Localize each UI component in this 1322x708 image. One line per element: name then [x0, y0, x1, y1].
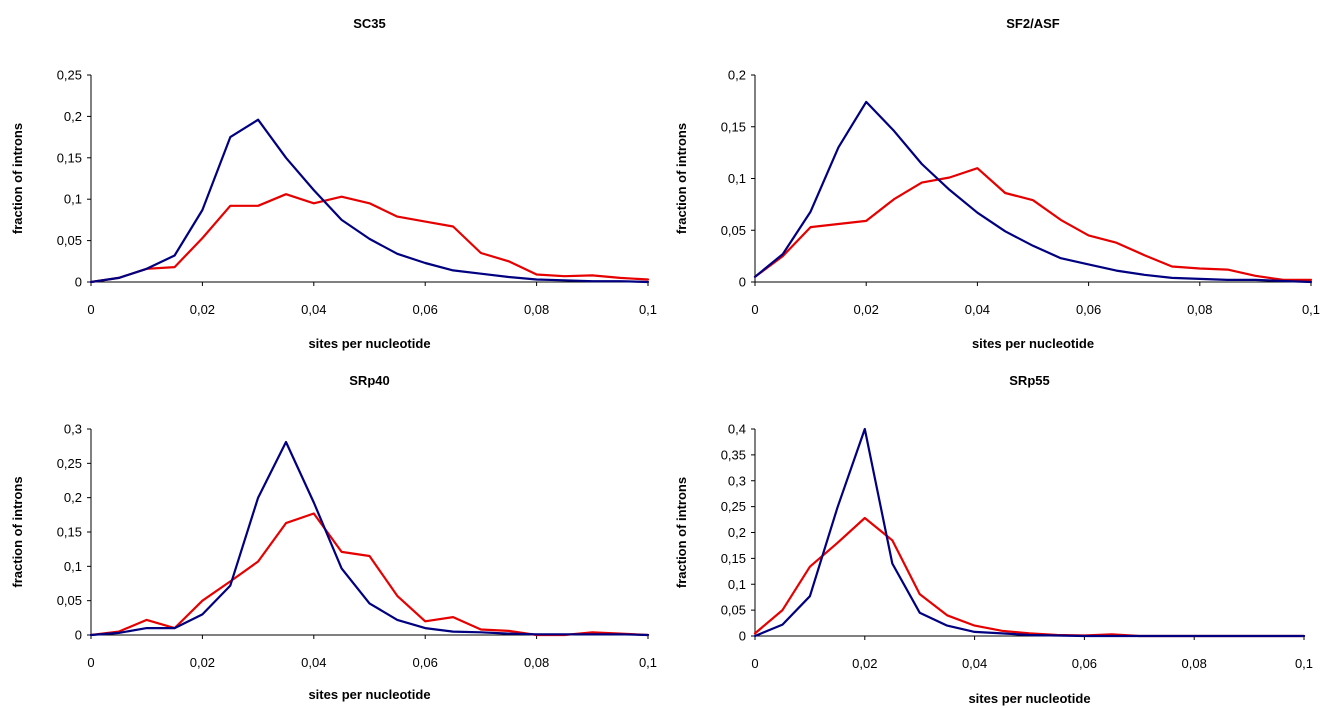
x-tick-label: 0,1: [639, 655, 657, 670]
y-tick-label: 0,05: [721, 223, 746, 238]
x-tick-label: 0,04: [301, 302, 326, 317]
series-line-blue: [753, 100, 1313, 284]
y-tick-label: 0: [739, 629, 746, 644]
series-line-blue: [89, 440, 650, 637]
y-tick-label: 0,35: [721, 447, 746, 462]
series-line-red: [753, 167, 1313, 281]
chart-3: SRp40 0 0,05 0,1 0,15 0,2 0,25 0,3 0 0,02 0,04 0,06…: [10, 373, 657, 702]
y-tick-label: 0,25: [721, 499, 746, 514]
y-tick-label: 0,15: [57, 525, 82, 540]
y-tick-label: 0: [75, 275, 82, 290]
chart-2: SF2/ASF 0 0,05 0,1 0,15 0,2 0 0,02 0,04 0,06 0,08 0…: [674, 16, 1320, 351]
y-tick-label: 0,05: [721, 603, 746, 618]
x-tick-label: 0,1: [639, 302, 657, 317]
x-axis-label: sites per nucleotide: [972, 336, 1094, 351]
y-tick-label: 0,3: [64, 422, 82, 437]
y-tick-label: 0,3: [728, 473, 746, 488]
series-line-blue: [89, 118, 650, 284]
x-tick-label: 0,02: [854, 302, 879, 317]
chart-title: SRp55: [1009, 373, 1049, 388]
chart-1: SC35 0 0,05 0,1 0,15 0,2 0,25 0 0,02 0,04 0,06 0,08…: [10, 16, 657, 351]
y-axis-label: fraction of introns: [10, 123, 25, 234]
y-axis-label: fraction of introns: [10, 476, 25, 587]
chart-title: SC35: [353, 16, 386, 31]
y-tick-label: 0,05: [57, 233, 82, 248]
series-line-red: [89, 512, 650, 637]
x-tick-label: 0,02: [190, 655, 215, 670]
y-tick-label: 0,1: [728, 577, 746, 592]
x-tick-label: 0,02: [852, 656, 877, 671]
x-tick-label: 0: [751, 302, 758, 317]
y-tick-label: 0,4: [728, 422, 746, 437]
x-tick-label: 0,06: [1076, 302, 1101, 317]
y-tick-label: 0,15: [57, 150, 82, 165]
x-axis-label: sites per nucleotide: [308, 687, 430, 702]
y-tick-label: 0,2: [728, 525, 746, 540]
y-tick-label: 0,15: [721, 551, 746, 566]
x-tick-label: 0: [87, 302, 94, 317]
x-tick-label: 0,1: [1295, 656, 1313, 671]
x-tick-label: 0,08: [1187, 302, 1212, 317]
x-tick-label: 0,02: [190, 302, 215, 317]
x-tick-label: 0,08: [524, 655, 549, 670]
chart-title: SRp40: [349, 373, 389, 388]
y-tick-label: 0,1: [64, 192, 82, 207]
y-tick-label: 0,1: [728, 171, 746, 186]
x-tick-label: 0,04: [301, 655, 326, 670]
chart-title: SF2/ASF: [1006, 16, 1060, 31]
x-tick-label: 0,06: [413, 655, 438, 670]
series-line-red: [753, 516, 1306, 638]
y-tick-label: 0: [739, 275, 746, 290]
y-tick-label: 0: [75, 628, 82, 643]
y-tick-label: 0,2: [64, 109, 82, 124]
x-tick-label: 0: [751, 656, 758, 671]
y-tick-label: 0,2: [64, 490, 82, 505]
chart-4: SRp55 0 0,05 0,1 0,15 0,2 0,25 0,3 0,35 0,4 0 0,02 0…: [674, 373, 1313, 706]
series-line-blue: [753, 427, 1306, 638]
x-tick-label: 0,04: [965, 302, 990, 317]
x-tick-label: 0,08: [524, 302, 549, 317]
series-line-red: [89, 193, 650, 284]
y-tick-label: 0,2: [728, 68, 746, 83]
y-axis-label: fraction of introns: [674, 477, 689, 588]
y-tick-label: 0,25: [57, 68, 82, 83]
x-tick-label: 0,06: [1072, 656, 1097, 671]
y-tick-label: 0,05: [57, 593, 82, 608]
x-tick-label: 0,04: [962, 656, 987, 671]
y-tick-label: 0,25: [57, 456, 82, 471]
y-tick-label: 0,15: [721, 119, 746, 134]
y-tick-label: 0,1: [64, 559, 82, 574]
x-tick-label: 0,06: [413, 302, 438, 317]
x-tick-label: 0,1: [1302, 302, 1320, 317]
x-tick-label: 0: [87, 655, 94, 670]
x-axis-label: sites per nucleotide: [968, 691, 1090, 706]
y-axis-label: fraction of introns: [674, 123, 689, 234]
x-axis-label: sites per nucleotide: [308, 336, 430, 351]
x-tick-label: 0,08: [1182, 656, 1207, 671]
